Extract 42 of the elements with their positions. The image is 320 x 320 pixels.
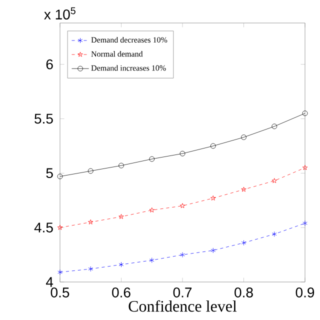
point: [272, 124, 278, 130]
y-tick-label: 5.5: [34, 114, 53, 124]
point: [241, 186, 246, 192]
legend-label: Demand increases 10%: [91, 65, 166, 71]
point: [118, 162, 124, 168]
legend-label: Demand decreases 10%: [91, 36, 168, 43]
point: [241, 240, 246, 246]
x-tick-label: 0.5: [50, 288, 70, 298]
point: [149, 207, 154, 212]
point: [180, 150, 186, 156]
point: [88, 266, 93, 272]
point: [272, 231, 277, 237]
y-tick-label: 4: [46, 277, 54, 287]
x-tick-label: 0.6: [112, 288, 130, 298]
point: [118, 214, 124, 219]
point: [118, 262, 124, 268]
point: [210, 196, 216, 200]
point: [241, 134, 246, 140]
point: [57, 224, 63, 230]
point: [302, 165, 308, 170]
point: [58, 270, 62, 275]
legend-label: Normal demand: [91, 51, 143, 57]
x-axis-title: Confidence level: [128, 300, 237, 312]
point: [210, 248, 216, 254]
point: [88, 168, 94, 174]
point: [180, 252, 185, 258]
x-tick-label: 0.7: [173, 288, 192, 298]
text: x 10$^{5}$: [44, 7, 76, 20]
point: [272, 178, 277, 184]
point: [180, 203, 186, 208]
y-tick-label: 5: [46, 168, 53, 178]
point: [302, 220, 308, 226]
x-tick-label: 0.8: [234, 288, 253, 298]
point: [210, 143, 216, 149]
point: [302, 110, 308, 116]
point: [149, 156, 155, 162]
x-tick-label: 0.9: [296, 288, 314, 298]
point: [150, 258, 154, 263]
point: [57, 174, 63, 180]
y-tick-label: 4.5: [34, 222, 53, 232]
point: [88, 219, 94, 224]
y-tick-label: 6: [46, 59, 53, 70]
